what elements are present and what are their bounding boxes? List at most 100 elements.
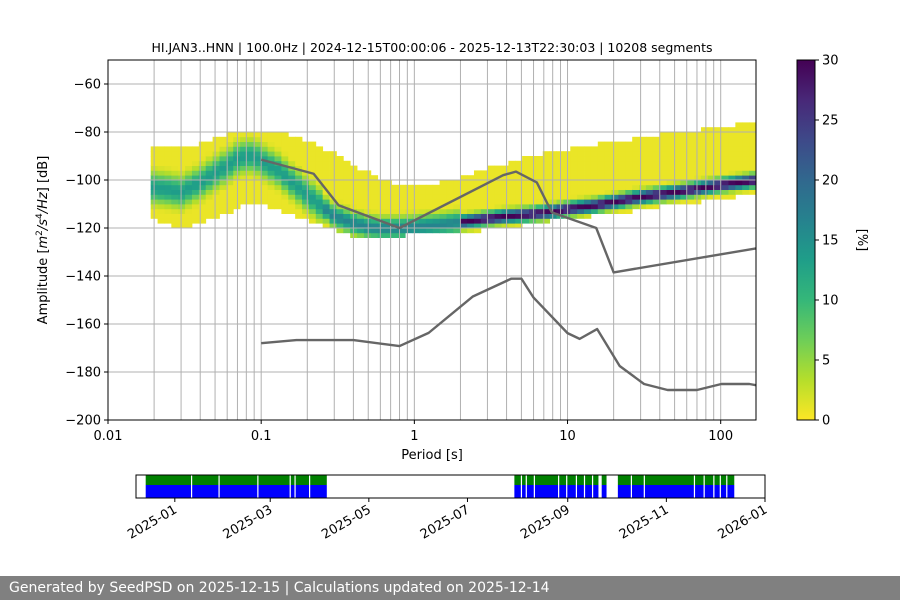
psd-cell	[219, 180, 227, 186]
psd-cell	[535, 156, 544, 162]
psd-cell	[164, 160, 172, 166]
psd-cell	[274, 146, 282, 152]
psd-cell	[446, 180, 454, 186]
psd-cell	[446, 189, 454, 195]
psd-cell	[363, 180, 372, 186]
y-tick-label: −60	[74, 78, 101, 93]
psd-cell	[666, 160, 674, 166]
psd-cell	[577, 165, 585, 171]
psd-cell	[714, 189, 723, 195]
colorbar-tick-label: 20	[822, 174, 839, 189]
psd-cell	[597, 146, 606, 152]
psd-cell	[584, 146, 592, 152]
psd-cell	[501, 218, 509, 224]
psd-cell	[240, 184, 248, 190]
psd-cell	[487, 180, 496, 186]
availability-gap	[583, 475, 586, 498]
psd-cell	[584, 199, 592, 205]
psd-cell	[714, 136, 723, 142]
psd-cell	[329, 204, 337, 210]
psd-cell	[467, 175, 475, 181]
psd-cell	[247, 194, 255, 200]
psd-cell	[742, 189, 750, 195]
psd-cell	[157, 184, 165, 190]
psd-cell	[611, 184, 619, 190]
psd-cell	[322, 184, 330, 190]
psd-cell	[267, 184, 275, 190]
psd-cell	[522, 218, 530, 224]
psd-cell	[673, 194, 681, 200]
availability-summary-bar	[601, 475, 607, 485]
psd-cell	[274, 136, 282, 142]
psd-cell	[508, 175, 516, 181]
psd-cell	[694, 180, 702, 186]
psd-cell	[308, 204, 317, 210]
psd-cell	[659, 170, 667, 176]
psd-cell	[460, 213, 468, 219]
psd-cell	[212, 146, 220, 152]
psd-cell	[714, 170, 723, 176]
psd-cell	[398, 189, 406, 195]
psd-cell	[205, 189, 214, 195]
psd-cell	[721, 136, 729, 142]
psd-cell	[233, 189, 241, 195]
psd-cell	[625, 194, 633, 200]
psd-cell	[219, 194, 227, 200]
psd-cell	[700, 156, 709, 162]
availability-x-axis: 2025-01 2025-03 2025-05 2025-07 2025-09 2025-…	[125, 498, 770, 543]
psd-cell	[735, 151, 743, 157]
psd-cell	[377, 180, 385, 186]
psd-cell	[687, 156, 695, 162]
psd-cell	[412, 194, 420, 200]
psd-cell	[742, 127, 750, 133]
psd-cell	[171, 180, 179, 186]
psd-cell	[645, 180, 654, 186]
psd-cell	[742, 170, 750, 176]
psd-cell	[205, 199, 214, 205]
psd-cell	[625, 208, 633, 214]
psd-cell	[391, 189, 399, 195]
psd-cell	[233, 194, 241, 200]
psd-cell	[405, 213, 413, 219]
psd-cell	[473, 213, 482, 219]
psd-cell	[735, 132, 743, 138]
psd-cell	[260, 175, 269, 181]
psd-cell	[652, 199, 661, 205]
psd-cell	[405, 223, 413, 229]
psd-cell	[164, 184, 172, 190]
psd-cell	[597, 194, 606, 200]
psd-cell	[185, 156, 193, 162]
psd-cell	[281, 156, 289, 162]
psd-cell	[343, 213, 351, 219]
psd-cell	[432, 184, 440, 190]
colorbar-tick-label: 5	[822, 354, 830, 369]
psd-cell	[467, 204, 475, 210]
psd-cell	[721, 146, 729, 152]
psd-cell	[281, 170, 289, 176]
psd-cell	[639, 184, 647, 190]
psd-cell	[632, 175, 640, 181]
psd-cell	[721, 180, 729, 186]
psd-cell	[322, 213, 330, 219]
psd-cell	[467, 184, 475, 190]
psd-cell	[577, 194, 585, 200]
psd-cell	[281, 180, 289, 186]
psd-cell	[645, 156, 654, 162]
availability-tick-label: 2025-09	[518, 502, 573, 542]
psd-cell	[281, 146, 289, 152]
psd-cell	[343, 180, 351, 186]
psd-cell	[391, 232, 399, 238]
psd-cell	[185, 223, 193, 229]
psd-cell	[267, 199, 275, 205]
psd-cell	[205, 170, 214, 176]
psd-cell	[618, 160, 626, 166]
psd-cell	[618, 184, 626, 190]
psd-cell	[549, 170, 557, 176]
psd-cell	[164, 151, 172, 157]
psd-cell	[425, 223, 434, 229]
psd-cell	[728, 170, 736, 176]
psd-cell	[542, 213, 551, 219]
psd-cell	[247, 180, 255, 186]
psd-cell	[597, 165, 606, 171]
psd-cell	[742, 146, 750, 152]
